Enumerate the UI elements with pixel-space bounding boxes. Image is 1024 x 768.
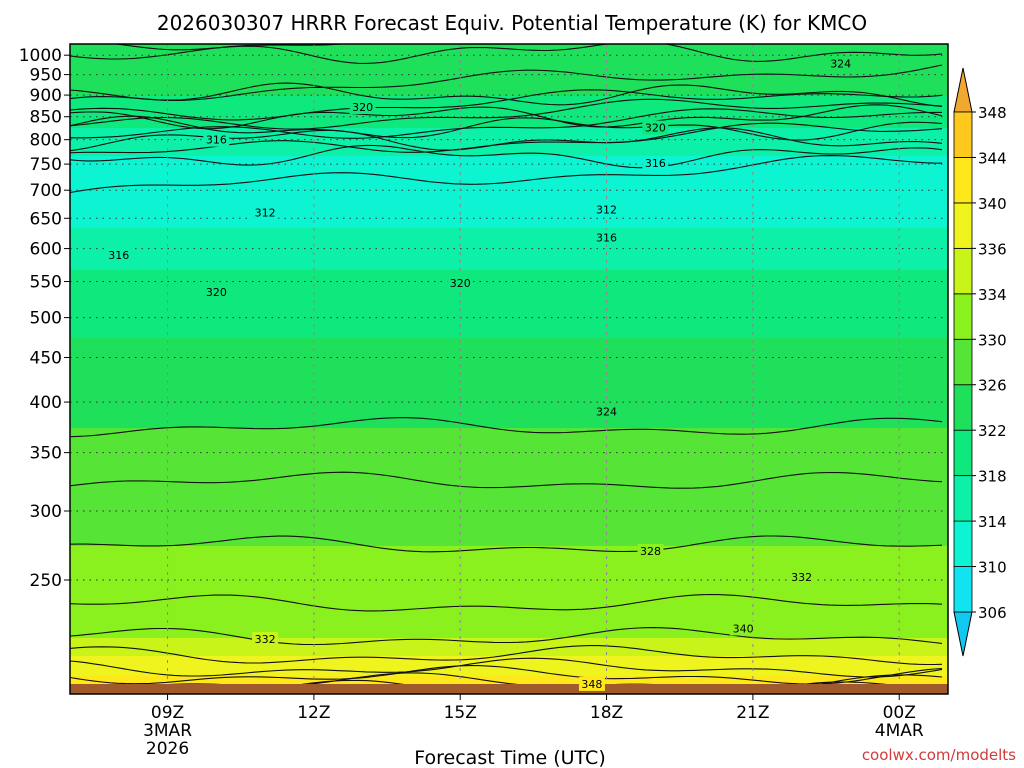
colorbar-tick-label: 344	[978, 149, 1007, 167]
svg-text:332: 332	[255, 633, 276, 646]
colorbar-tick-label: 340	[978, 195, 1007, 213]
svg-text:332: 332	[791, 571, 812, 584]
colorbar-swatch	[953, 111, 973, 158]
y-tick-label: 800	[30, 131, 62, 151]
credit-text[interactable]: coolwx.com/modelts	[862, 746, 1016, 764]
svg-text:340: 340	[733, 622, 754, 635]
colorbar-tick-label: 306	[978, 604, 1007, 622]
terrain-strip	[70, 684, 948, 694]
contour-label: 316	[105, 247, 132, 262]
x-tick-sublabel: 2026	[146, 739, 189, 759]
svg-text:316: 316	[206, 134, 227, 147]
contour-label: 320	[349, 100, 376, 115]
colorbar-tick-label: 314	[978, 513, 1007, 531]
contour-label: 312	[593, 202, 620, 217]
chart-title: 2026030307 HRRR Forecast Equiv. Potentia…	[157, 11, 867, 35]
colorbar-swatch	[953, 520, 973, 567]
colorbar-swatch	[953, 157, 973, 204]
x-tick-sublabel: 3MAR	[143, 721, 192, 741]
colorbar-tick-label: 336	[978, 240, 1007, 258]
colorbar-tick-label: 322	[978, 422, 1007, 440]
colorbar-swatch	[953, 566, 973, 613]
colorbar-swatch	[953, 202, 973, 249]
y-tick-label: 1000	[19, 46, 62, 66]
contour-label: 332	[788, 569, 815, 584]
contour-label: 320	[203, 284, 230, 299]
colorbar: 306 310 314 318 322 326 330 334 336 340 344 348	[953, 67, 1007, 657]
svg-text:324: 324	[830, 58, 851, 71]
svg-text:312: 312	[255, 206, 276, 219]
svg-text:320: 320	[645, 122, 666, 135]
contour-label: 332	[252, 631, 279, 646]
x-tick-label: 18Z	[590, 703, 623, 723]
contour-label: 324	[827, 56, 854, 71]
x-axis-label: Forecast Time (UTC)	[414, 747, 605, 768]
y-tick-label: 350	[30, 444, 62, 464]
svg-text:320: 320	[450, 277, 471, 290]
y-tick-label: 400	[30, 393, 62, 413]
x-tick-label: 09Z	[151, 703, 184, 723]
contour-label: 328	[637, 543, 664, 558]
colorbar-tick-label: 334	[978, 286, 1007, 304]
svg-text:348: 348	[581, 678, 602, 691]
contour-label: 320	[447, 275, 474, 290]
svg-text:328: 328	[640, 545, 661, 558]
y-tick-label: 500	[30, 309, 62, 329]
svg-text:316: 316	[108, 249, 129, 262]
contour-label: 320	[642, 120, 669, 135]
y-axis: 2503003504004505005506006507007508008509…	[19, 46, 70, 591]
colorbar-tick-label: 310	[978, 559, 1007, 577]
x-tick-label: 21Z	[736, 703, 769, 723]
x-tick-label: 12Z	[297, 703, 330, 723]
contour-label: 316	[642, 156, 669, 171]
colorbar-swatch	[953, 293, 973, 340]
y-tick-label: 250	[30, 571, 62, 591]
plot-frame	[69, 43, 949, 695]
x-tick-label: 00Z	[883, 703, 916, 723]
contour-label: 316	[593, 230, 620, 245]
y-tick-label: 450	[30, 348, 62, 368]
colorbar-tick-label: 318	[978, 468, 1007, 486]
svg-text:316: 316	[645, 157, 666, 170]
contour-label: 316	[203, 132, 230, 147]
svg-text:324: 324	[596, 406, 617, 419]
y-tick-label: 750	[30, 155, 62, 175]
colorbar-swatch	[953, 384, 973, 431]
colorbar-swatch	[953, 475, 973, 522]
svg-text:312: 312	[596, 204, 617, 217]
x-tick-label: 15Z	[444, 703, 477, 723]
contour-label: 312	[252, 205, 279, 220]
y-tick-label: 700	[30, 181, 62, 201]
y-tick-label: 950	[30, 66, 62, 86]
y-tick-label: 600	[30, 240, 62, 260]
y-tick-label: 550	[30, 273, 62, 293]
x-tick-sublabel: 4MAR	[875, 721, 924, 741]
contour-label: 348	[578, 676, 605, 691]
colorbar-swatch	[953, 247, 973, 295]
plot-area: 348 332 340 332 328 324 320 320 316 316 312 312 316 3…	[69, 43, 949, 695]
y-tick-label: 900	[30, 86, 62, 106]
colorbar-swatch	[953, 338, 973, 386]
contour-label: 324	[593, 404, 620, 419]
contour-label: 340	[730, 621, 757, 636]
y-tick-label: 650	[30, 209, 62, 229]
svg-text:320: 320	[352, 101, 373, 114]
svg-text:316: 316	[596, 231, 617, 244]
colorbar-tick-label: 330	[978, 331, 1007, 349]
y-tick-label: 300	[30, 502, 62, 522]
colorbar-upper-triangle	[953, 67, 973, 113]
svg-text:320: 320	[206, 286, 227, 299]
colorbar-tick-label: 326	[978, 377, 1007, 395]
colorbar-tick-label: 348	[978, 104, 1007, 122]
colorbar-swatch	[953, 429, 973, 477]
y-tick-label: 850	[30, 108, 62, 128]
colorbar-lower-triangle	[953, 611, 973, 657]
